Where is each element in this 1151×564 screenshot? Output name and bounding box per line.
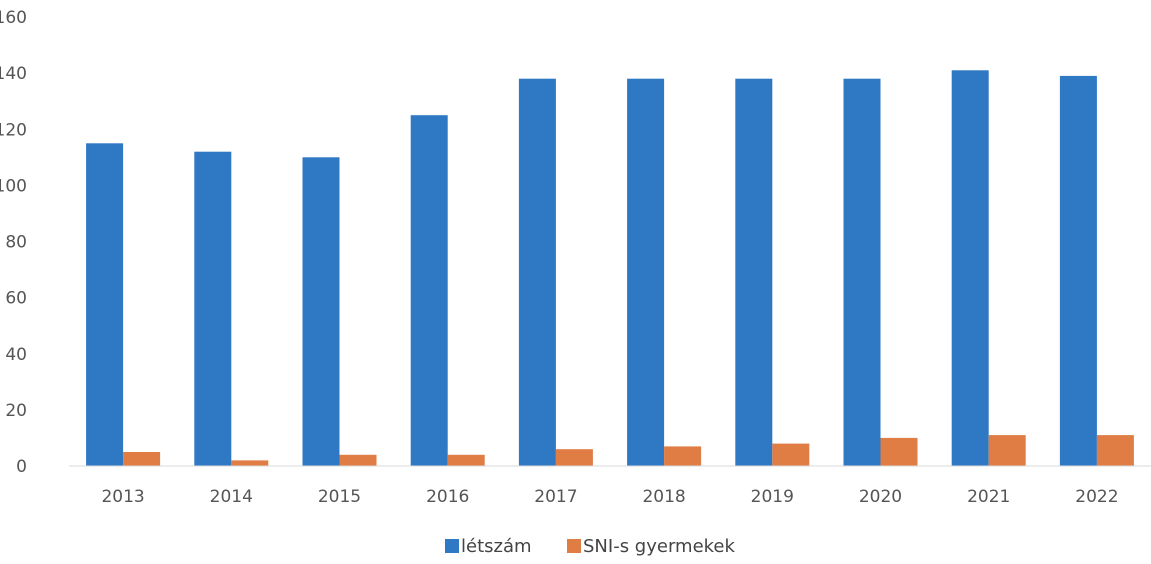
x-tick-label: 2022 [1075, 487, 1118, 507]
y-tick-label: 120 [0, 120, 27, 140]
bar-letszam-2020 [843, 78, 881, 466]
bar-letszam-2017 [518, 78, 556, 466]
bar-letszam-2014 [194, 151, 232, 466]
bar-sni-2022 [1096, 435, 1134, 466]
bar-letszam-2015 [302, 157, 340, 467]
x-tick-label: 2013 [101, 487, 144, 507]
y-tick-label: 80 [5, 233, 27, 253]
x-tick-label: 2014 [210, 487, 253, 507]
y-tick-label: 20 [5, 401, 27, 421]
y-tick-label: 100 [0, 176, 27, 196]
y-tick-label: 0 [16, 457, 27, 477]
y-tick-label: 140 [0, 64, 27, 84]
x-tick-label: 2018 [642, 487, 685, 507]
legend-swatch-sni [567, 539, 581, 553]
bar-sni-2013 [123, 452, 161, 466]
x-tick-label: 2015 [318, 487, 361, 507]
bar-sni-2015 [339, 454, 377, 466]
bar-letszam-2013 [86, 143, 124, 467]
bar-sni-2020 [880, 437, 918, 466]
x-tick-label: 2017 [534, 487, 577, 507]
y-tick-label: 160 [0, 8, 27, 28]
bar-sni-2021 [988, 435, 1026, 466]
x-axis: 2013 2014 2015 2016 2017 2018 2019 2020 2021 2022 [101, 487, 1118, 507]
y-tick-label: 40 [5, 345, 27, 365]
bar-sni-2017 [555, 449, 593, 466]
x-tick-label: 2016 [426, 487, 469, 507]
x-tick-label: 2021 [967, 487, 1010, 507]
bar-letszam-2016 [410, 115, 448, 466]
bar-sni-2019 [772, 443, 810, 466]
bar-letszam-2022 [1059, 75, 1097, 467]
y-axis: 0 20 40 60 80 100 120 140 160 [0, 8, 27, 477]
bar-letszam-2019 [735, 78, 773, 466]
bar-letszam-2021 [951, 70, 989, 467]
bar-sni-2016 [447, 454, 485, 466]
bar-letszam-2018 [627, 78, 665, 466]
x-tick-label: 2019 [751, 487, 794, 507]
legend: létszám SNI-s gyermekek [445, 536, 735, 557]
legend-label-letszam: létszám [461, 536, 532, 557]
legend-label-sni-s-gyermekek: SNI-s gyermekek [583, 536, 735, 557]
bar-sni-2018 [664, 446, 702, 466]
legend-swatch-letszam [445, 539, 459, 553]
x-tick-label: 2020 [859, 487, 902, 507]
bars [86, 70, 1134, 467]
bar-sni-2014 [231, 460, 269, 466]
y-tick-label: 60 [5, 289, 27, 309]
